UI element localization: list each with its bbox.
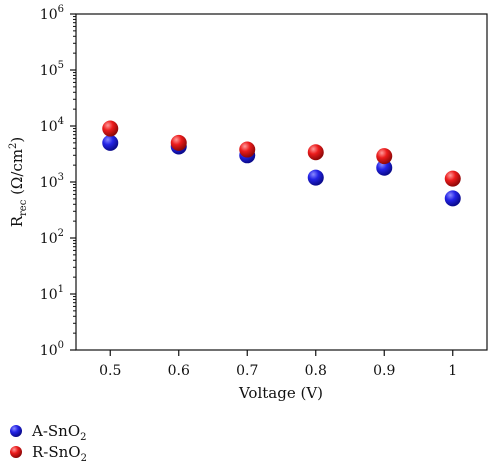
y-tick-label: 104: [40, 116, 64, 135]
x-axis: 0.5 0.6 0.7 0.8 0.9 1: [99, 350, 457, 379]
y-tick-label: 106: [40, 4, 64, 23]
x-axis-title: Voltage (V): [238, 384, 323, 402]
y-axis-title-sub: rec: [18, 199, 29, 216]
y-tick-label: 105: [40, 60, 64, 79]
y-axis-title-main: R: [8, 215, 26, 227]
x-tick-label: 0.7: [236, 363, 258, 379]
y-tick-label: 101: [40, 284, 64, 303]
point-r-sno2: [239, 141, 256, 158]
plot-area-frame: [75, 13, 488, 351]
point-a-sno2: [444, 190, 461, 207]
point-r-sno2: [444, 170, 461, 187]
point-r-sno2: [170, 134, 187, 151]
legend-label-a-sno2: A-SnO2: [31, 422, 87, 443]
x-tick-label: 0.5: [99, 363, 121, 379]
x-tick-label: 1: [448, 363, 457, 379]
x-tick-label: 0.9: [373, 363, 395, 379]
point-a-sno2: [376, 159, 393, 176]
legend-marker-a-sno2: [10, 425, 22, 437]
x-tick-label: 0.8: [305, 363, 327, 379]
y-tick-label: 102: [40, 228, 64, 247]
legend: A-SnO2 R-SnO2: [10, 422, 87, 461]
y-axis: 100 101 102 103 104 105 106: [40, 4, 76, 359]
y-axis-title-sup: 2: [8, 143, 19, 149]
legend-item-a-sno2: A-SnO2: [10, 422, 87, 443]
legend-item-r-sno2: R-SnO2: [10, 443, 87, 461]
legend-label-r-sno2: R-SnO2: [32, 443, 87, 461]
point-a-sno2: [102, 134, 119, 151]
svg-text:Rrec (Ω/cm2): Rrec (Ω/cm2): [8, 137, 29, 228]
data-points: [102, 120, 461, 207]
point-r-sno2: [102, 120, 119, 137]
y-axis-title-unit: (Ω/cm: [8, 149, 26, 200]
point-r-sno2: [376, 148, 393, 165]
y-axis-title: Rrec (Ω/cm2): [8, 137, 29, 228]
point-a-sno2: [307, 169, 324, 186]
y-tick-label: 100: [40, 340, 64, 359]
y-tick-label: 103: [40, 172, 64, 191]
legend-marker-r-sno2: [10, 446, 22, 458]
x-tick-label: 0.6: [168, 363, 190, 379]
point-r-sno2: [307, 144, 324, 161]
